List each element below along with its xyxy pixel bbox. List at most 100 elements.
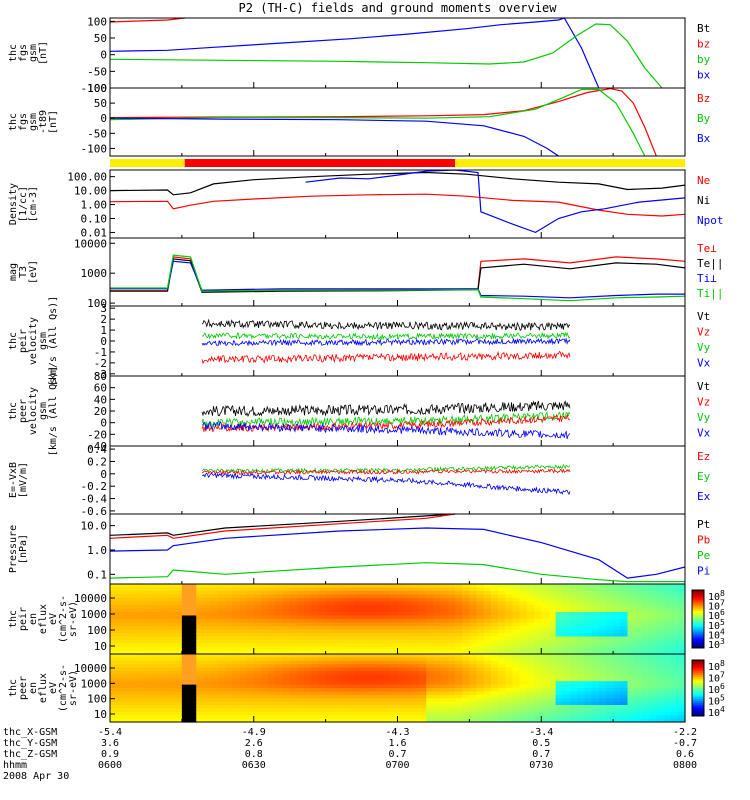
colorbar-cell <box>692 680 704 683</box>
colorbar-cell <box>692 673 704 676</box>
spectrogram-cell <box>167 688 176 692</box>
spectrogram-cell <box>620 612 629 617</box>
spectrogram-cell <box>469 654 478 658</box>
spectrogram-cell <box>663 640 672 645</box>
spectrogram-cell <box>577 643 585 648</box>
spectrogram-cell <box>613 605 621 610</box>
colorbar-cell <box>692 593 704 597</box>
spectrogram-cell <box>347 718 355 723</box>
spectrogram-cell <box>160 684 169 689</box>
spectrogram-cell <box>390 705 399 709</box>
spectrogram-cell <box>153 660 161 665</box>
spectrogram-cell <box>225 674 233 679</box>
spectrogram-cell <box>217 667 226 672</box>
spectrogram-cell <box>577 660 585 665</box>
spectrogram-cell <box>663 681 672 686</box>
spectrogram-cell <box>260 677 269 682</box>
spectrogram-cell <box>512 594 521 599</box>
spectrogram-cell <box>268 671 276 675</box>
spectrogram-cell <box>232 615 240 620</box>
spectrogram-cell <box>239 622 248 627</box>
spectrogram-cell <box>189 640 197 645</box>
spectrogram-cell <box>627 660 636 665</box>
spectrogram-cell <box>469 718 478 723</box>
spectrogram-cell <box>304 622 312 627</box>
spectrogram-cell <box>634 684 643 689</box>
ylabel-line-0-1: fgs <box>18 44 29 62</box>
spectrogram-cell <box>203 643 212 648</box>
spectrogram-cell <box>131 619 140 624</box>
spectrogram-cell <box>591 701 600 706</box>
spectrogram-cell <box>354 591 363 596</box>
spectrogram-cell <box>340 688 348 692</box>
spectrogram-cell <box>160 667 169 672</box>
spectrogram-cell <box>433 584 442 589</box>
spectrogram-cell <box>570 594 578 599</box>
spectrogram-cell <box>110 688 118 692</box>
spectrogram-cell <box>397 711 406 716</box>
spectrogram-cell <box>260 705 269 709</box>
spectrogram-cell <box>455 715 463 720</box>
spectrogram-cell <box>548 671 557 675</box>
spectrogram-cell <box>663 664 672 669</box>
spectrogram-cell <box>189 591 197 596</box>
spectrogram-cell <box>455 664 463 669</box>
spectrogram-cell <box>232 684 240 689</box>
spectrogram-cell <box>225 619 233 624</box>
spectrogram-cell <box>174 657 183 662</box>
spectrogram-cell <box>117 691 125 696</box>
spectrogram-cell <box>505 654 514 658</box>
spectrogram-cell <box>368 657 377 662</box>
spectrogram-cell <box>663 671 672 675</box>
spectrogram-cell <box>347 667 355 672</box>
spectrogram-cell <box>390 654 399 658</box>
spectrogram-cell <box>225 715 233 720</box>
spectrogram-cell <box>196 681 205 686</box>
legend-label-7-1: Ey <box>697 470 711 483</box>
spectrogram-cell <box>440 681 449 686</box>
spectrogram-cell <box>210 681 219 686</box>
spectrogram-cell <box>332 657 341 662</box>
spectrogram-cell <box>124 605 133 610</box>
spectrogram-cell <box>390 708 399 713</box>
spectrogram-cell <box>404 654 413 658</box>
spectrogram-cell <box>275 601 284 606</box>
spectrogram-cell <box>505 629 514 634</box>
spectrogram-cell <box>124 626 133 631</box>
spectrogram-cell <box>591 674 600 679</box>
ylabel-line-0-2: gsm <box>28 44 39 62</box>
spectrogram-cell <box>462 671 470 675</box>
spectrogram-cell <box>203 694 212 699</box>
spectrogram-cell <box>620 708 629 713</box>
spectrogram-cell <box>605 698 614 703</box>
spectrogram-cell <box>476 626 485 631</box>
spectrogram-cell <box>124 701 133 706</box>
spectrogram-cell <box>296 677 305 682</box>
spectrogram-cell <box>483 619 492 624</box>
spectrogram-cell <box>253 654 262 658</box>
ytick-label-7-0: 0.4 <box>87 443 107 456</box>
spectrogram-cell <box>210 667 219 672</box>
spectrogram-cell <box>332 608 341 613</box>
spectrogram-cell <box>296 633 305 638</box>
spectrogram-cell <box>505 650 514 655</box>
spectrogram-cell <box>239 694 248 699</box>
spectrogram-cell <box>519 601 528 606</box>
spectrogram-cell <box>275 667 284 672</box>
spectrogram-cell <box>526 681 535 686</box>
spectrogram-cell <box>239 608 248 613</box>
spectrogram-cell <box>260 584 269 589</box>
spectrogram-cell <box>634 681 643 686</box>
spectrogram-cell <box>534 694 542 699</box>
spectrogram-cell <box>260 664 269 669</box>
spectrogram-cell <box>570 677 578 682</box>
spectrogram-cell <box>332 615 341 620</box>
spectrogram-cell <box>570 688 578 692</box>
spectrogram-cell <box>304 619 312 624</box>
spectrogram-cell <box>289 587 298 592</box>
spectrogram-cell <box>217 636 226 641</box>
spectrogram-cell <box>519 584 528 589</box>
spectrogram-cell <box>469 587 478 592</box>
spectrogram-cell <box>110 691 118 696</box>
spectrogram-cell <box>217 705 226 709</box>
